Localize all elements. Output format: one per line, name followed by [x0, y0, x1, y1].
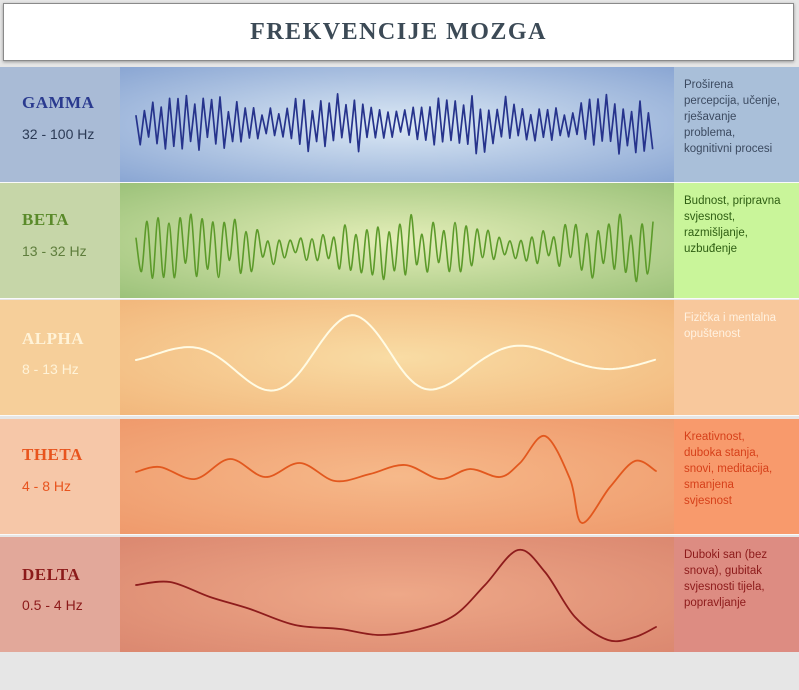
band-theta-description-line: snovi, meditacija,	[684, 463, 773, 475]
band-gamma-wave-panel	[120, 67, 674, 182]
band-alpha-wave-panel	[120, 300, 674, 415]
band-alpha-wave-line	[135, 314, 656, 392]
band-gamma-wave-line	[135, 93, 654, 155]
band-delta-wave-line	[135, 548, 657, 643]
band-gamma-description: Proširena percepcija, učenje, rješavanje pr…	[674, 67, 799, 182]
band-delta-label-panel: DELTA 0.5 - 4 Hz	[0, 537, 120, 652]
band-gamma-description-line: problema,	[684, 127, 736, 139]
band-gamma-range: 32 - 100 Hz	[22, 126, 95, 142]
band-alpha: ALPHA 8 - 13 Hz Fizička i mentalna opušteno…	[0, 300, 799, 415]
page-title: FREKVENCIJE MOZGA	[250, 18, 547, 45]
band-gamma-description-line: rješavanje	[684, 111, 737, 123]
band-theta-wave-line	[135, 435, 657, 524]
band-beta-label-panel: BETA 13 - 32 Hz	[0, 183, 120, 298]
band-alpha-description-line: Fizička i mentalna	[684, 312, 777, 324]
band-gamma-waveform	[135, 93, 654, 155]
band-beta-description-line: Budnost, pripravna	[684, 195, 781, 207]
band-separator	[0, 415, 799, 416]
band-gamma-name: GAMMA	[22, 93, 95, 112]
band-theta-range: 4 - 8 Hz	[22, 478, 72, 494]
band-theta-description-line: duboka stanja,	[684, 447, 759, 459]
band-beta-description-line: svjesnost,	[684, 211, 736, 223]
band-beta-description-line: razmišljanje,	[684, 227, 748, 239]
band-theta-description-line: smanjena	[684, 479, 734, 491]
band-theta-description: Kreativnost, duboka stanja, snovi, meditac…	[674, 419, 799, 534]
band-theta-waveform	[135, 435, 657, 524]
band-alpha-range: 8 - 13 Hz	[22, 361, 79, 377]
band-delta-description: Duboki san (bez snova), gubitak svjesnosti…	[674, 537, 799, 652]
band-delta-name: DELTA	[22, 565, 81, 584]
band-beta-wave-line	[135, 213, 654, 283]
title-box: FREKVENCIJE MOZGA	[3, 3, 794, 61]
band-beta-name: BETA	[22, 210, 70, 229]
band-beta-wave-panel	[120, 183, 674, 298]
band-separator	[0, 534, 799, 535]
band-theta: THETA 4 - 8 Hz Kreativnost, duboka stanja, s…	[0, 419, 799, 534]
band-delta-description-line: snova), gubitak	[684, 565, 762, 577]
band-alpha-description-line: opuštenost	[684, 328, 741, 340]
band-delta-description-line: Duboki san (bez	[684, 549, 768, 561]
band-gamma-description-line: percepcija, učenje,	[684, 95, 780, 107]
band-delta-description-line: svjesnosti tijela,	[684, 581, 765, 593]
band-separator	[0, 298, 799, 299]
band-delta-waveform	[135, 548, 657, 643]
band-alpha-name: ALPHA	[22, 329, 84, 348]
band-alpha-waveform	[135, 314, 656, 392]
band-beta: BETA 13 - 32 Hz Budnost, pripravna svjesnos…	[0, 183, 799, 298]
band-theta-description-line: svjesnost	[684, 495, 732, 507]
band-theta-wave-panel	[120, 419, 674, 534]
band-gamma-label-panel: GAMMA 32 - 100 Hz	[0, 67, 120, 182]
band-gamma: GAMMA 32 - 100 Hz Proširena percepcija, uče…	[0, 67, 799, 182]
band-beta-waveform	[135, 213, 654, 283]
band-gamma-description-line: kognitivni procesi	[684, 143, 773, 155]
band-delta-wave-panel	[120, 537, 674, 652]
band-delta-description-line: popravljanje	[684, 597, 747, 609]
band-separator	[0, 182, 799, 183]
band-gamma-description-line: Proširena	[684, 79, 734, 91]
band-theta-description-line: Kreativnost,	[684, 431, 745, 443]
band-alpha-label-panel: ALPHA 8 - 13 Hz	[0, 300, 120, 415]
band-beta-description: Budnost, pripravna svjesnost, razmišljanje…	[674, 183, 799, 298]
band-delta: DELTA 0.5 - 4 Hz Duboki san (bez snova), gu…	[0, 537, 799, 652]
footer-strip	[0, 655, 799, 690]
band-theta-label-panel: THETA 4 - 8 Hz	[0, 419, 120, 534]
band-alpha-description: Fizička i mentalna opuštenost	[674, 300, 799, 415]
band-theta-name: THETA	[22, 445, 83, 464]
band-beta-description-line: uzbuđenje	[684, 243, 738, 255]
band-beta-range: 13 - 32 Hz	[22, 243, 87, 259]
band-delta-range: 0.5 - 4 Hz	[22, 597, 83, 613]
